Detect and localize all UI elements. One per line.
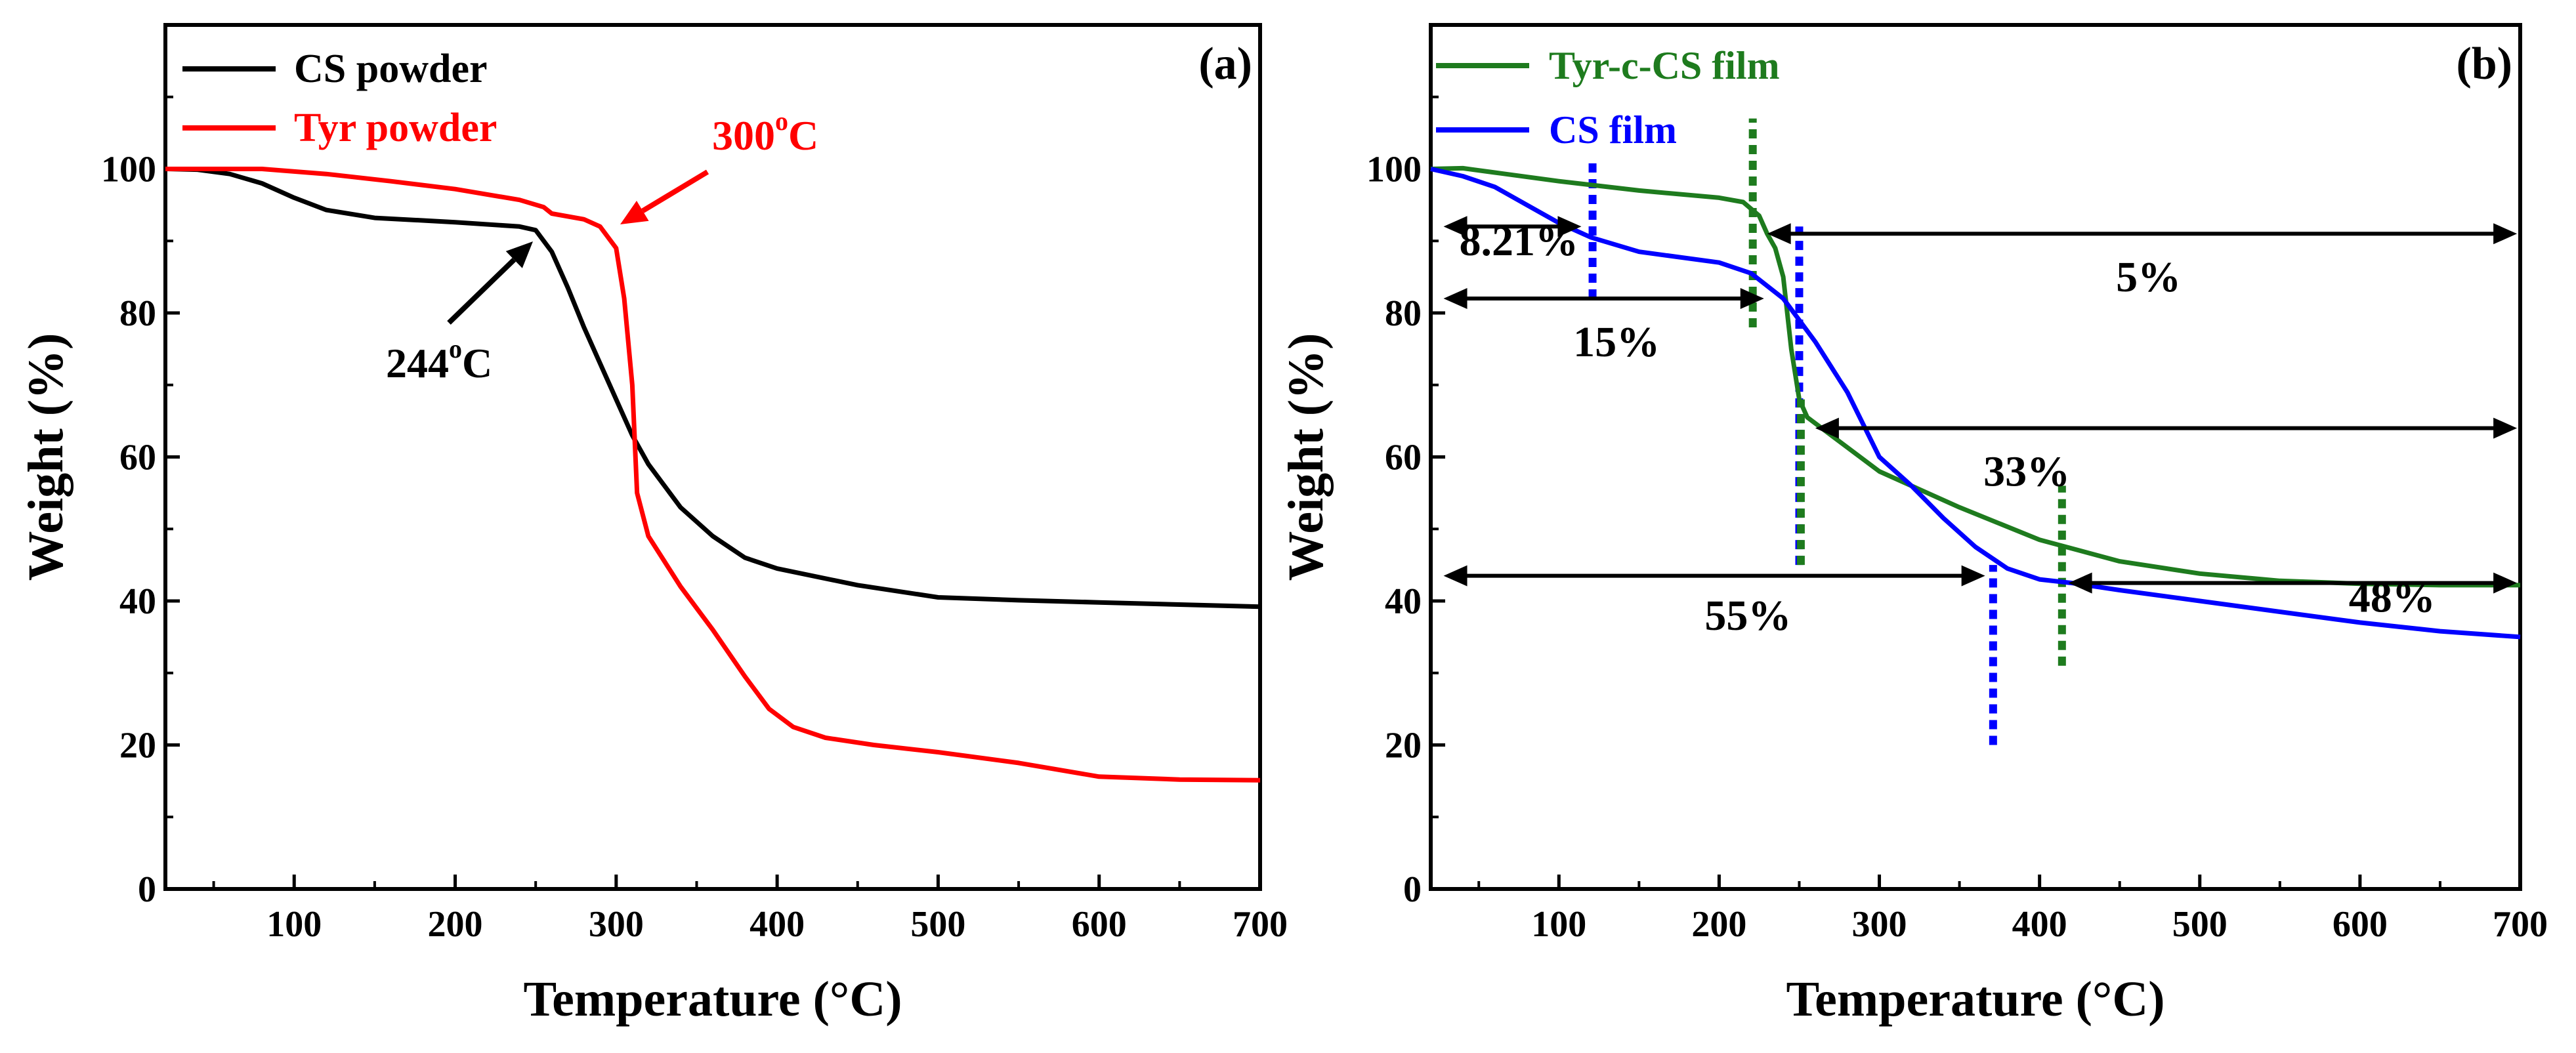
legend-label: Tyr-c-CS film (1549, 44, 1780, 87)
arrow-head-left (1815, 417, 1839, 439)
arrow-head-left (1443, 565, 1467, 587)
x-tick-label: 300 (1852, 904, 1907, 945)
legend-label: CS powder (294, 47, 488, 91)
percent-label: 55% (1704, 592, 1791, 640)
arrow-head-right (2493, 572, 2518, 594)
annotation-unit: C (462, 340, 492, 386)
arrow-head-right (2493, 223, 2518, 245)
annotation-degree: o (775, 106, 788, 136)
panel-a: 100 200 300 400 500 600 700 0 20 40 60 80 100 Tempera… (18, 23, 1288, 1027)
panel-label: (b) (2456, 39, 2512, 89)
panel-label: (a) (1198, 39, 1252, 89)
x-tick-label: 100 (266, 904, 322, 945)
arrow-head-left (1443, 288, 1467, 310)
y-tick-label: 60 (119, 438, 156, 478)
percent-label: 5% (2116, 253, 2181, 301)
percent-label: 48% (2349, 573, 2436, 621)
annotation-arrow-head (505, 241, 533, 268)
y-tick-label: 0 (1403, 869, 1422, 910)
x-tick-label: 500 (910, 904, 965, 945)
x-tick-label: 700 (2493, 904, 2548, 945)
temperature-annotation: 300oC (712, 106, 818, 159)
x-tick-label: 600 (2333, 904, 2388, 945)
legend-label: Tyr powder (294, 106, 497, 150)
annotation-arrow-head (620, 200, 649, 224)
percent-label: 15% (1573, 318, 1660, 366)
x-tick-label: 700 (1233, 904, 1288, 945)
annotation-value: 244 (386, 340, 449, 386)
temperature-annotation: 244oC (386, 334, 492, 386)
arrow-head-right (1557, 216, 1582, 237)
x-tick-label: 400 (2012, 904, 2067, 945)
annotation-arrow-shaft (447, 257, 517, 325)
y-tick-label: 20 (119, 726, 156, 766)
x-tick-label: 200 (1691, 904, 1746, 945)
percent-label: 33% (1983, 447, 2070, 495)
annotation-value: 300 (712, 112, 775, 159)
panel-b: 100 200 300 400 500 600 700 0 20 40 60 80 100 Tempera… (1278, 23, 2548, 1027)
series-line-tyr-c-cs-film (1430, 165, 2520, 588)
y-tick-label: 80 (119, 293, 156, 334)
y-tick-label: 40 (1385, 581, 1422, 622)
y-tick-label: 100 (101, 150, 156, 190)
y-tick-label: 20 (1385, 726, 1422, 766)
annotation-arrow-shaft (641, 169, 709, 213)
x-axis-label: Temperature (°C) (1786, 972, 2164, 1027)
arrow-head-left (1443, 216, 1467, 237)
annotation-unit: C (788, 112, 818, 159)
percent-label: 8.21% (1460, 217, 1579, 265)
x-tick-label: 400 (750, 904, 805, 945)
y-tick-label: 0 (138, 869, 156, 910)
y-tick-label: 80 (1385, 293, 1422, 334)
arrow-head-left (1767, 223, 1791, 245)
series-line-tyr-powder (165, 167, 1261, 783)
arrow-head-right (1961, 565, 1985, 587)
arrow-head-left (2068, 572, 2092, 594)
x-tick-label: 600 (1072, 904, 1127, 945)
y-tick-label: 60 (1385, 438, 1422, 478)
y-tick-label: 40 (119, 581, 156, 622)
series-line-cs-powder (165, 167, 1261, 609)
y-axis-label: Weight (%) (18, 333, 74, 581)
y-axis-label: Weight (%) (1278, 333, 1334, 581)
y-tick-label: 100 (1366, 150, 1422, 190)
x-tick-label: 500 (2172, 904, 2228, 945)
x-tick-label: 300 (589, 904, 644, 945)
plot-frame (1429, 23, 2522, 891)
series-line-cs-film (1430, 167, 2521, 640)
arrow-head-right (1740, 288, 1764, 310)
x-tick-label: 200 (428, 904, 483, 945)
arrow-head-right (2493, 417, 2518, 439)
legend-label: CS film (1549, 108, 1677, 152)
x-axis-label: Temperature (°C) (523, 972, 902, 1027)
annotation-degree: o (449, 334, 462, 363)
x-tick-label: 100 (1531, 904, 1586, 945)
